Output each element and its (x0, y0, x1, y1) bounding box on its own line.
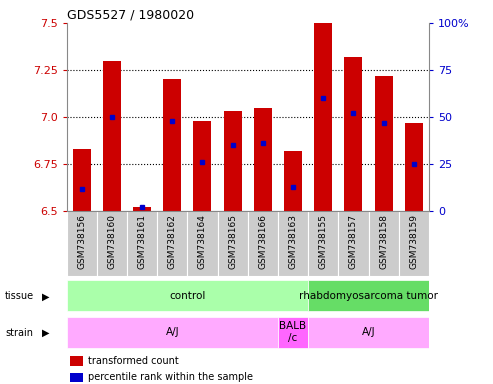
Text: A/J: A/J (362, 327, 375, 337)
Text: GSM738157: GSM738157 (349, 214, 358, 270)
Bar (70, 372, 83, 382)
Text: transformed count: transformed count (88, 356, 179, 366)
Text: GSM738158: GSM738158 (379, 214, 388, 270)
Bar (314, 23, 332, 211)
FancyBboxPatch shape (217, 211, 248, 276)
FancyBboxPatch shape (278, 211, 308, 276)
FancyBboxPatch shape (308, 211, 338, 276)
FancyBboxPatch shape (157, 211, 187, 276)
Bar (254, 108, 272, 211)
Bar (284, 151, 302, 211)
FancyBboxPatch shape (67, 316, 278, 348)
Bar (72, 149, 91, 211)
Text: GSM738165: GSM738165 (228, 214, 237, 270)
Text: A/J: A/J (166, 327, 179, 337)
Text: GSM738155: GSM738155 (318, 214, 328, 270)
FancyBboxPatch shape (338, 211, 368, 276)
Text: ▶: ▶ (42, 291, 49, 301)
FancyBboxPatch shape (399, 211, 429, 276)
FancyBboxPatch shape (278, 316, 308, 348)
Text: strain: strain (5, 328, 33, 338)
Bar (163, 79, 181, 211)
Text: percentile rank within the sample: percentile rank within the sample (88, 372, 253, 382)
FancyBboxPatch shape (67, 280, 308, 311)
Bar (223, 111, 242, 211)
FancyBboxPatch shape (308, 316, 429, 348)
FancyBboxPatch shape (368, 211, 399, 276)
FancyBboxPatch shape (97, 211, 127, 276)
Text: GSM738163: GSM738163 (288, 214, 298, 270)
FancyBboxPatch shape (187, 211, 217, 276)
Text: GSM738159: GSM738159 (409, 214, 419, 270)
Bar (193, 121, 211, 211)
Text: ▶: ▶ (42, 328, 49, 338)
Text: control: control (169, 291, 206, 301)
Bar (344, 57, 362, 211)
Bar (103, 61, 121, 211)
Bar (70, 356, 83, 366)
FancyBboxPatch shape (308, 280, 429, 311)
Text: GDS5527 / 1980020: GDS5527 / 1980020 (67, 9, 194, 22)
Text: GSM738156: GSM738156 (77, 214, 86, 270)
Text: GSM738161: GSM738161 (138, 214, 146, 270)
Text: GSM738164: GSM738164 (198, 214, 207, 269)
Bar (375, 76, 392, 211)
Text: BALB
/c: BALB /c (280, 321, 307, 343)
Bar (405, 123, 423, 211)
Text: rhabdomyosarcoma tumor: rhabdomyosarcoma tumor (299, 291, 438, 301)
Text: GSM738160: GSM738160 (107, 214, 116, 270)
Bar (133, 207, 151, 211)
FancyBboxPatch shape (248, 211, 278, 276)
FancyBboxPatch shape (127, 211, 157, 276)
Text: GSM738162: GSM738162 (168, 214, 177, 269)
FancyBboxPatch shape (67, 211, 97, 276)
Text: GSM738166: GSM738166 (258, 214, 267, 270)
Text: tissue: tissue (5, 291, 34, 301)
